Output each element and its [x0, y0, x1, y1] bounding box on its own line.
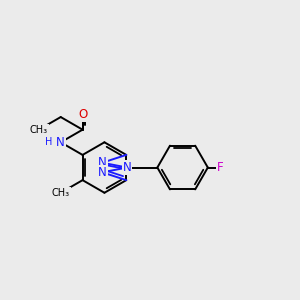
Text: H: H	[45, 137, 52, 147]
Text: CH₃: CH₃	[30, 125, 48, 135]
Text: N: N	[98, 156, 107, 169]
Text: N: N	[123, 161, 131, 174]
Text: CH₃: CH₃	[52, 188, 70, 198]
Text: F: F	[217, 161, 224, 174]
Text: O: O	[78, 108, 87, 121]
Text: N: N	[98, 166, 107, 179]
Text: N: N	[56, 136, 65, 149]
